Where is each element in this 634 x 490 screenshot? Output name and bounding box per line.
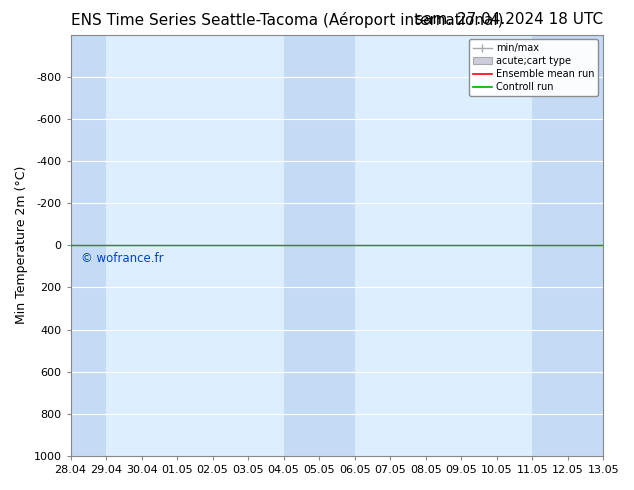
Bar	[532, 35, 567, 456]
Bar	[283, 35, 319, 456]
Bar	[319, 35, 354, 456]
Text: © wofrance.fr: © wofrance.fr	[81, 251, 164, 265]
Text: ENS Time Series Seattle-Tacoma (Aéroport international): ENS Time Series Seattle-Tacoma (Aéroport…	[70, 12, 503, 28]
Text: sam. 27.04.2024 18 UTC: sam. 27.04.2024 18 UTC	[415, 12, 603, 27]
Bar	[567, 35, 603, 456]
Bar	[70, 35, 106, 456]
Legend: min/max, acute;cart type, Ensemble mean run, Controll run: min/max, acute;cart type, Ensemble mean …	[469, 40, 598, 96]
Y-axis label: Min Temperature 2m (°C): Min Temperature 2m (°C)	[15, 166, 28, 324]
